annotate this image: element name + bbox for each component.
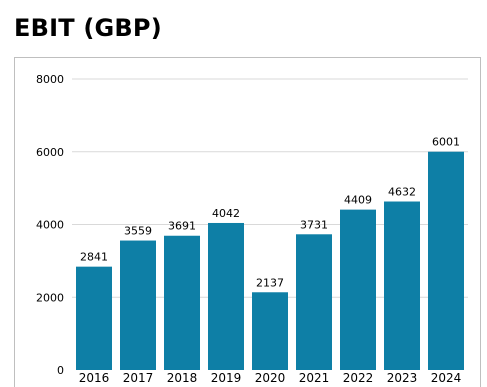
bar-2023 <box>384 201 420 370</box>
x-tick-label-2023: 2023 <box>387 371 418 383</box>
y-axis: 0 2000 4000 6000 8000 <box>36 73 64 377</box>
data-label-2016: 2841 <box>80 251 108 264</box>
data-label-2017: 3559 <box>124 225 152 238</box>
bar-2019 <box>208 222 244 370</box>
data-label-2023: 4632 <box>388 186 416 199</box>
x-axis: 2016 2017 2018 2019 2020 2021 2022 2023 2024 <box>79 371 462 383</box>
x-tick-label-2021: 2021 <box>299 371 330 383</box>
data-label-2024: 6001 <box>432 136 460 149</box>
x-tick-label-2022: 2022 <box>343 371 374 383</box>
bar-2018 <box>164 235 200 370</box>
bar-2022 <box>340 209 376 370</box>
x-tick-label-2017: 2017 <box>123 371 154 383</box>
bar-2016 <box>76 266 112 370</box>
bar-2017 <box>120 240 156 370</box>
x-tick-label-2020: 2020 <box>255 371 286 383</box>
y-tick-label: 0 <box>57 364 64 377</box>
x-tick-label-2024: 2024 <box>431 371 462 383</box>
bars <box>76 151 464 370</box>
data-labels: 2841 3559 3691 4042 2137 3731 4409 4632 6001 <box>80 136 460 290</box>
data-label-2020: 2137 <box>256 276 284 289</box>
chart-title: EBIT (GBP) <box>14 14 162 42</box>
bar-2020 <box>252 292 288 370</box>
data-label-2019: 4042 <box>212 207 240 220</box>
bar-2021 <box>296 234 332 370</box>
x-tick-label-2018: 2018 <box>167 371 198 383</box>
data-label-2018: 3691 <box>168 220 196 233</box>
data-label-2022: 4409 <box>344 194 372 207</box>
x-tick-label-2016: 2016 <box>79 371 110 383</box>
y-tick-label: 8000 <box>36 73 64 86</box>
data-label-2021: 3731 <box>300 218 328 231</box>
x-tick-label-2019: 2019 <box>211 371 242 383</box>
y-tick-label: 4000 <box>36 219 64 232</box>
y-tick-label: 2000 <box>36 291 64 304</box>
y-tick-label: 6000 <box>36 146 64 159</box>
bar-2024 <box>428 151 464 370</box>
